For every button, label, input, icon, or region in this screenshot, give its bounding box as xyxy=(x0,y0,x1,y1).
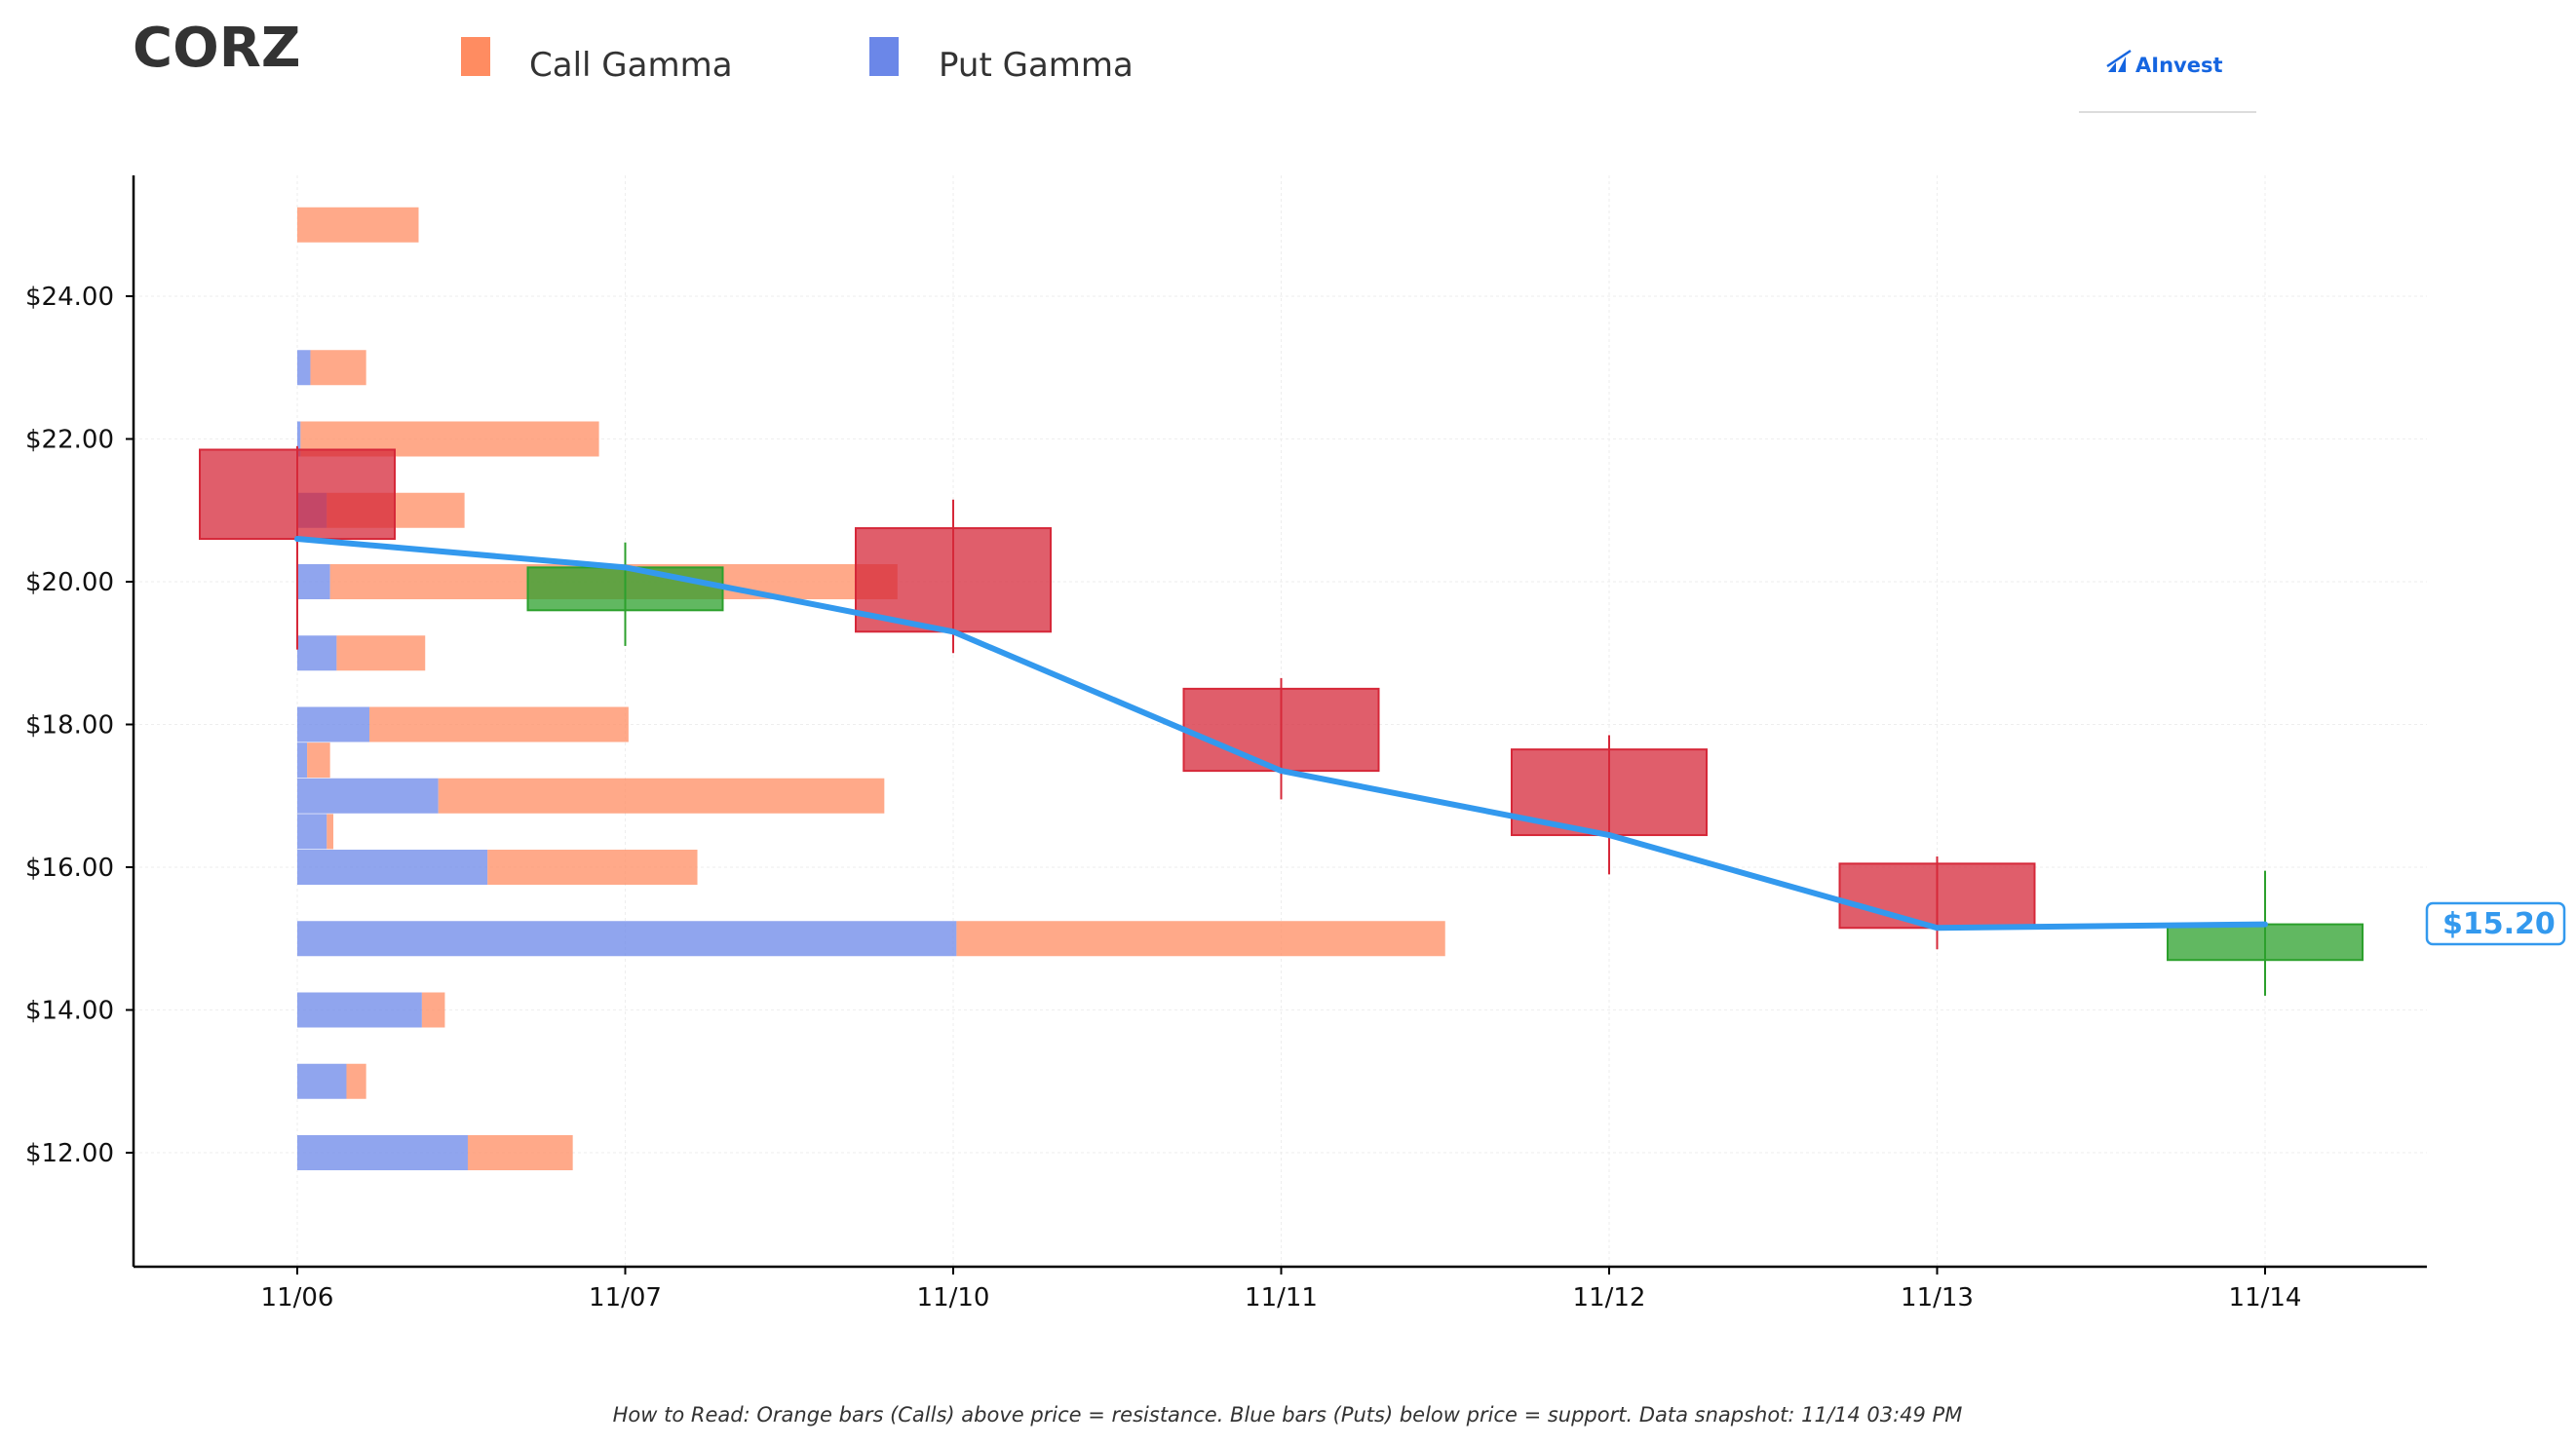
put-gamma-bar xyxy=(297,706,370,742)
current-price-box xyxy=(2425,901,2566,946)
call-gamma-bar xyxy=(336,635,426,671)
call-gamma-bar xyxy=(438,778,885,814)
candle-body xyxy=(855,527,1052,633)
legend-label-put: Put Gamma xyxy=(939,46,1134,85)
y-tick-label: $14.00 xyxy=(25,997,114,1026)
close-price-line xyxy=(294,536,2268,932)
candle-body xyxy=(199,448,396,541)
y-tick-label: $20.00 xyxy=(25,568,114,597)
put-gamma-bar xyxy=(297,1135,468,1170)
x-tick-label: 11/13 xyxy=(1901,1283,1974,1313)
logo-text: AInvest xyxy=(2135,54,2223,77)
axes: $12.00 $14.00 $16.00 $18.00 $20.00 $22.00 $24.… xyxy=(25,175,2427,1313)
put-gamma-bar xyxy=(297,850,488,885)
call-gamma-bar xyxy=(467,1135,573,1170)
candle-body xyxy=(526,566,724,612)
call-gamma-bar xyxy=(369,706,629,742)
y-tick-label: $16.00 xyxy=(25,854,114,883)
y-tick-label: $18.00 xyxy=(25,711,114,741)
candlesticks xyxy=(199,445,2364,996)
x-tick-label: 11/07 xyxy=(589,1283,662,1313)
chart-title: CORZ xyxy=(133,17,300,80)
put-gamma-bar xyxy=(297,742,308,779)
put-gamma-bar xyxy=(297,350,311,386)
x-tick-label: 11/10 xyxy=(917,1283,990,1313)
current-price-marker: $15.20 xyxy=(2425,901,2566,946)
x-tick-label: 11/06 xyxy=(261,1283,334,1313)
call-gamma-bar xyxy=(297,207,419,243)
footnote: How to Read: Orange bars (Calls) above p… xyxy=(613,1403,1963,1427)
x-tick-label: 11/14 xyxy=(2229,1283,2302,1313)
logo-icon xyxy=(2106,49,2132,72)
call-gamma-bar xyxy=(310,350,366,386)
legend-swatch-put xyxy=(869,37,899,76)
y-tick-label: $24.00 xyxy=(25,283,114,312)
call-gamma-bar xyxy=(421,992,445,1028)
current-price-label: $15.20 xyxy=(2442,907,2556,941)
put-gamma-bar xyxy=(297,778,439,814)
put-gamma-bar xyxy=(297,814,327,850)
call-gamma-bar xyxy=(956,921,1445,957)
y-tick-label: $12.00 xyxy=(25,1139,114,1168)
call-gamma-bar xyxy=(327,814,334,850)
put-gamma-bar xyxy=(297,564,330,599)
put-gamma-bar xyxy=(297,1063,347,1099)
legend-label-call: Call Gamma xyxy=(529,46,733,85)
call-gamma-bar xyxy=(346,1063,366,1099)
put-gamma-bar xyxy=(297,992,422,1028)
put-gamma-bar xyxy=(297,421,301,457)
x-tick-label: 11/12 xyxy=(1573,1283,1646,1313)
call-gamma-bar xyxy=(307,742,330,779)
legend-swatch-call xyxy=(461,37,490,76)
candle-body xyxy=(1182,687,1380,773)
close-price-line-group xyxy=(294,536,2268,932)
ainvest-logo: AInvest xyxy=(2079,49,2256,113)
call-gamma-bar xyxy=(487,850,698,885)
candle-body xyxy=(1838,862,2036,930)
x-tick-label: 11/11 xyxy=(1245,1283,1318,1313)
candle-body xyxy=(2167,923,2364,962)
legend: Call Gamma Put Gamma xyxy=(461,37,1134,85)
y-tick-label: $22.00 xyxy=(25,426,114,455)
put-gamma-bar xyxy=(297,635,337,671)
put-gamma-bar xyxy=(297,921,957,957)
